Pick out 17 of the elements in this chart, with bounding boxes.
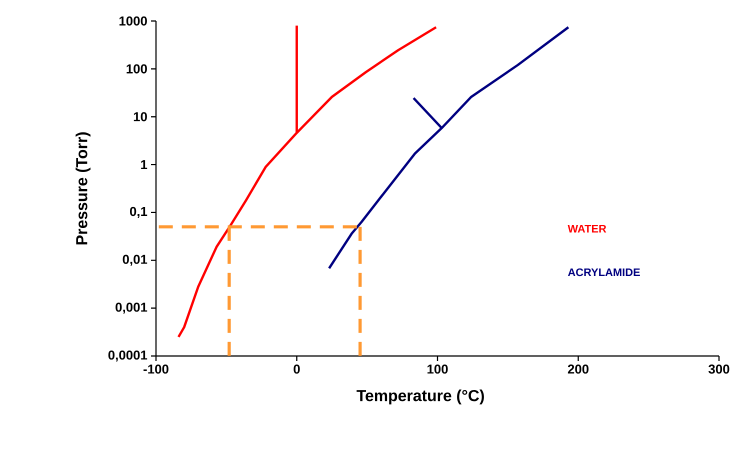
x-tick-label: -100 [144,364,168,374]
text: WATER [568,224,606,232]
text: ACRYLAMIDE [568,268,640,276]
y-tick-label: 0,1 [130,206,148,218]
y-tick-label: 10 [134,112,147,122]
y-tick-label: 100 [126,64,147,74]
y-tick-label: 0,001 [116,302,148,314]
y-tick-label: 0,0001 [108,350,148,362]
x-tick-label: 0 [294,364,300,374]
x-tick-label: 300 [708,364,730,374]
x-tick-label: 200 [568,364,589,374]
y-tick-label: 1 [141,160,148,170]
y-tick-label: 0,01 [122,254,148,266]
x-axis-title: Temperature (°C) [356,390,484,404]
y-tick-label: 1000 [119,16,147,26]
y-axis-title: Pressure (Torr) [76,132,90,244]
x-tick-label: 100 [428,364,448,374]
